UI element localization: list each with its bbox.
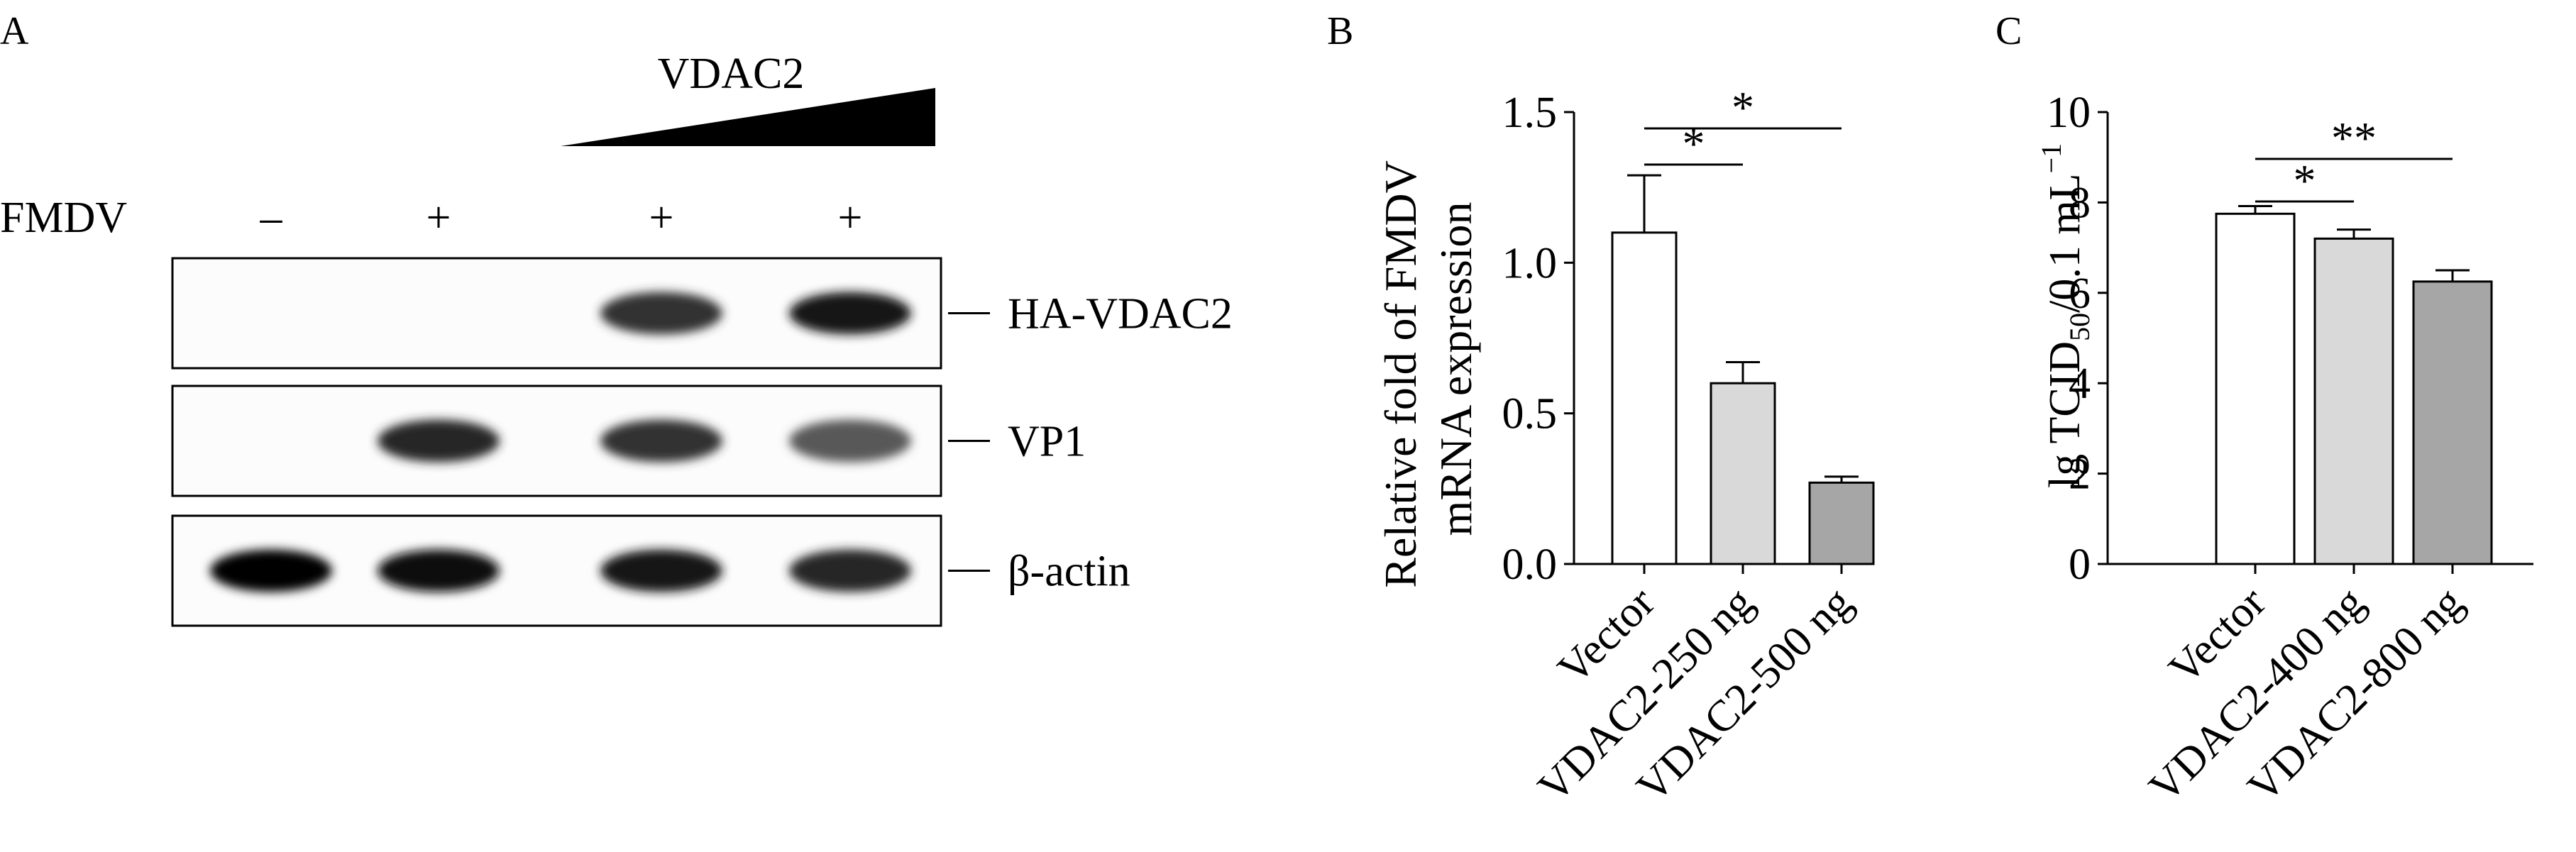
panel-c-ylabel-main: lg TCID bbox=[2041, 341, 2089, 488]
blot-band bbox=[600, 549, 722, 592]
lane-sign: + bbox=[649, 194, 674, 242]
blot-band bbox=[378, 549, 500, 592]
panel-b-mrna-chart: B Relative fold of FMDV mRNA expression … bbox=[1327, 9, 1875, 812]
panel-b-letter: B bbox=[1327, 9, 1353, 53]
blot-strip: HA-VDAC2 bbox=[171, 257, 1233, 370]
significance-label: * bbox=[1683, 118, 1705, 169]
panel-b-ylabel: Relative fold of FMDV mRNA expression bbox=[1375, 150, 1481, 587]
y-tick-label: 1.5 bbox=[1502, 89, 1558, 137]
lane-sign: + bbox=[838, 194, 863, 242]
panel-c-titer-chart: C lg TCID50/0.1 mL−1 0246810VectorVDAC2-… bbox=[1996, 9, 2533, 812]
bar bbox=[1611, 231, 1678, 565]
vdac2-treatment-label: VDAC2 bbox=[658, 50, 805, 98]
panel-c-ylabel-rest: /0.1 mL bbox=[2041, 173, 2089, 312]
lane-sign: + bbox=[426, 194, 451, 242]
blot-band bbox=[600, 292, 722, 335]
panel-c-ylabel: lg TCID50/0.1 mL−1 bbox=[2035, 143, 2096, 488]
y-tick-label: 6 bbox=[2069, 270, 2091, 318]
bar bbox=[2313, 237, 2394, 565]
lane-signs: – + + + bbox=[260, 194, 863, 242]
blot-strip: β-actin bbox=[171, 514, 1130, 627]
significance-label: ** bbox=[2331, 113, 2377, 163]
lane-sign: – bbox=[260, 194, 283, 242]
y-tick-label: 10 bbox=[2047, 89, 2091, 137]
y-tick-label: 8 bbox=[2069, 179, 2091, 227]
y-tick-label: 0 bbox=[2069, 541, 2091, 589]
band-label: β-actin bbox=[1008, 548, 1130, 596]
blot-band bbox=[600, 419, 722, 463]
vdac2-gradient-wedge bbox=[561, 88, 935, 146]
band-label: VP1 bbox=[1008, 418, 1086, 466]
panel-a-letter: A bbox=[0, 9, 29, 53]
blot-strip: VP1 bbox=[171, 384, 1086, 497]
panel-c-ylabel-sup: −1 bbox=[2035, 143, 2067, 174]
band-label: HA-VDAC2 bbox=[1008, 290, 1233, 338]
significance-label: * bbox=[2294, 155, 2316, 206]
bar bbox=[1710, 382, 1776, 565]
blot-band bbox=[210, 549, 332, 592]
panel-b-ylabel-line-1: Relative fold of FMDV bbox=[1375, 160, 1426, 587]
bar bbox=[2215, 212, 2296, 565]
blot-band bbox=[378, 419, 500, 463]
bar bbox=[1808, 481, 1875, 565]
blot-strips: HA-VDAC2 VP1 β-actin bbox=[171, 257, 1233, 627]
y-tick-label: 0.0 bbox=[1502, 541, 1558, 589]
y-tick-label: 2 bbox=[2069, 450, 2091, 499]
blot-band bbox=[789, 549, 911, 592]
significance-label: * bbox=[1732, 82, 1754, 133]
panel-a-western-blot: A VDAC2 FMDV – + + + HA-VDAC2 VP1 β-actin bbox=[0, 9, 1233, 627]
y-tick-label: 1.0 bbox=[1502, 239, 1558, 287]
y-tick-label: 4 bbox=[2069, 360, 2091, 408]
blot-band bbox=[789, 292, 911, 335]
bar bbox=[2412, 280, 2493, 565]
blot-band bbox=[789, 419, 911, 463]
panel-b-ylabel-line-2: mRNA expression bbox=[1431, 201, 1481, 536]
fmdv-row-label: FMDV bbox=[0, 194, 127, 242]
panel-c-letter: C bbox=[1996, 9, 2022, 53]
panel-c-ylabel-sub: 50 bbox=[2064, 313, 2096, 341]
y-tick-label: 0.5 bbox=[1502, 390, 1558, 438]
